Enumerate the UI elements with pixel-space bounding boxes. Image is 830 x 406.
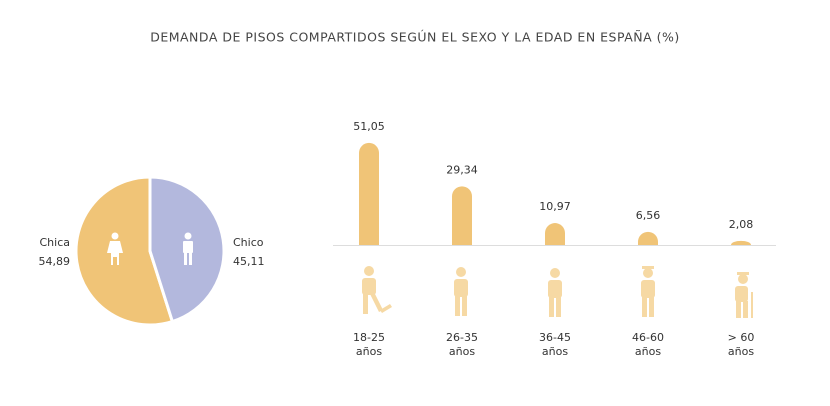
bar xyxy=(731,240,751,245)
pie xyxy=(74,175,226,327)
data-label: 51,05 xyxy=(353,120,385,133)
bar xyxy=(359,142,379,245)
bar xyxy=(638,231,658,245)
chart-title: DEMANDA DE PISOS COMPARTIDOS SEGÚN EL SE… xyxy=(150,30,680,45)
age-icon xyxy=(735,272,753,318)
age-icon xyxy=(641,266,655,317)
icons xyxy=(107,232,193,265)
x-tick-label: 46-60 años xyxy=(632,331,664,358)
legend-label: Chico xyxy=(233,236,264,249)
bar xyxy=(452,186,472,245)
data-label: 2,08 xyxy=(729,218,754,231)
data-label: 54,89 xyxy=(39,255,71,268)
man-icon xyxy=(183,232,193,265)
pie-slice xyxy=(74,175,175,327)
data-label: 29,34 xyxy=(446,163,478,176)
x-tick-label: 18-25 años xyxy=(353,331,385,358)
x-tick-label: 36-45 años xyxy=(539,331,571,358)
data-label: 10,97 xyxy=(539,200,571,213)
bar xyxy=(545,223,565,245)
age-icon xyxy=(548,268,562,317)
age-icon xyxy=(454,267,468,316)
woman-icon xyxy=(107,232,123,265)
x-tick-label: > 60 años xyxy=(727,331,755,358)
data-label: 6,56 xyxy=(636,209,661,222)
age-icon xyxy=(362,266,392,314)
age-icons xyxy=(362,266,753,318)
legend-label: Chica xyxy=(40,236,71,249)
data-label: 45,11 xyxy=(233,255,265,268)
x-tick-label: 26-35 años xyxy=(446,331,478,358)
